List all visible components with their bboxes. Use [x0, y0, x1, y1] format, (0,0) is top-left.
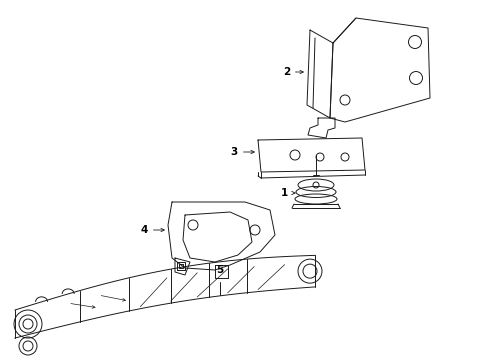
Text: 2: 2 — [282, 67, 303, 77]
Text: 4: 4 — [141, 225, 164, 235]
Text: 1: 1 — [280, 188, 294, 198]
Text: 5: 5 — [216, 265, 223, 275]
Text: 3: 3 — [230, 147, 254, 157]
